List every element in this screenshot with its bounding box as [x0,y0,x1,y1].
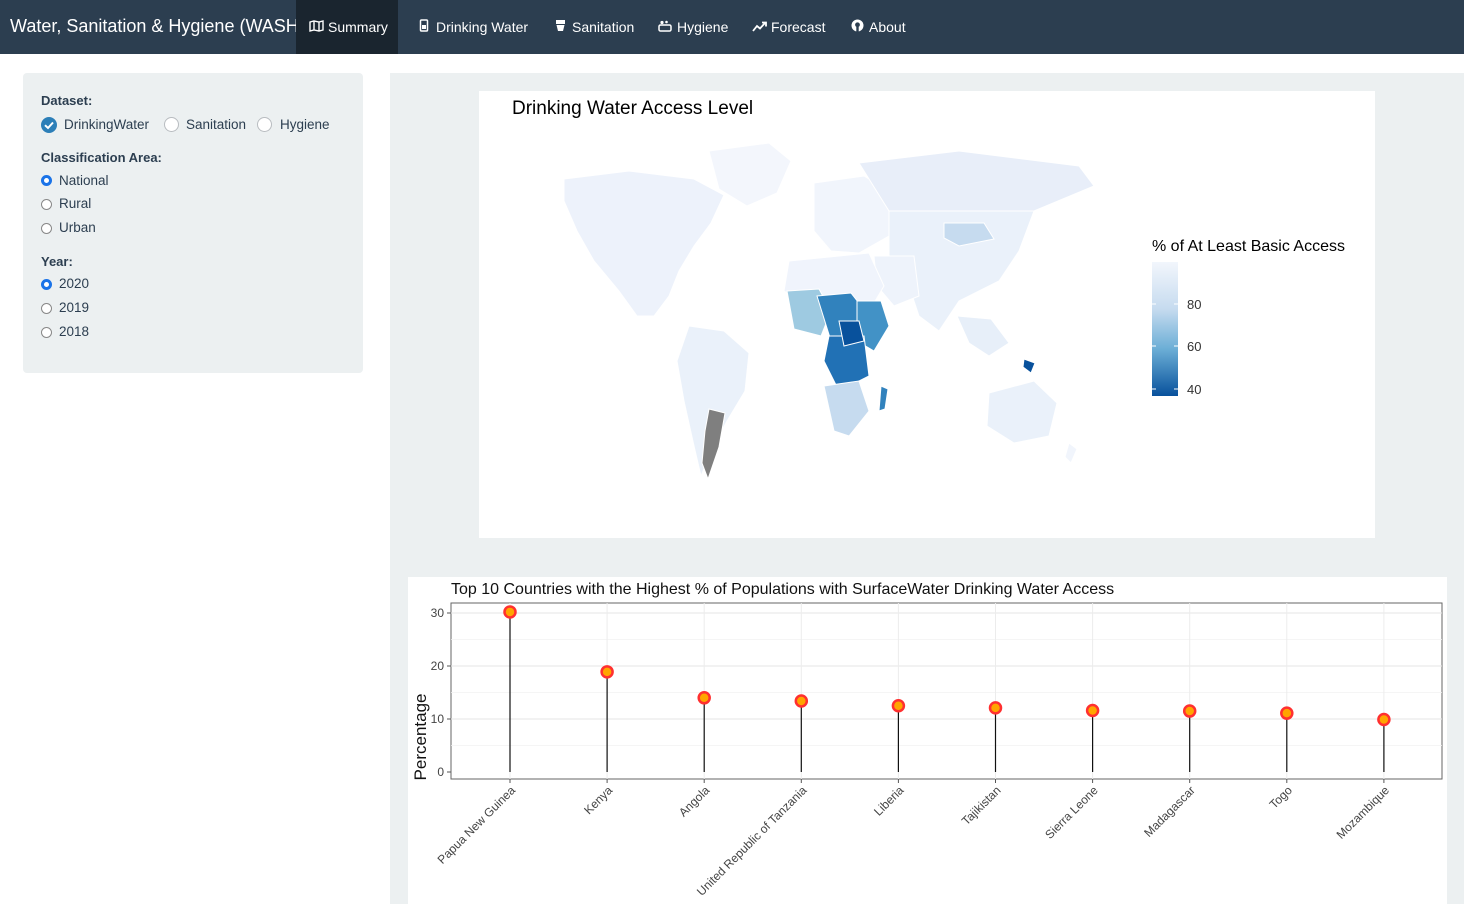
bottle-icon [416,1,432,55]
x-tick-label: Angola [676,783,713,820]
lollipop-chart: Top 10 Countries with the Highest % of P… [411,581,1443,899]
soap-icon [657,1,673,55]
map-region-russia [858,150,1095,217]
area-urban-radio[interactable] [41,223,52,234]
x-tick-label: Papua New Guinea [435,783,519,867]
map-region-mongolia [943,222,995,247]
year-option-2018[interactable]: 2018 [59,324,90,339]
classification-area-label: Classification Area: [41,150,162,165]
access-map-panel: Drinking Water Access Level % of At L [479,91,1375,538]
tab-forecast[interactable]: Forecast [739,0,837,54]
tab-drinking-water-label: Drinking Water [436,19,529,35]
legend-tick-80: 80 [1187,297,1201,312]
map-region-greenland [708,142,792,207]
dataset-hygiene-check[interactable] [257,117,272,132]
map-region-southern-africa [823,380,870,437]
x-tick-label: Mozambique [1334,783,1393,842]
y-tick-label: 10 [431,712,445,726]
map-region-horn-tanzania [838,320,865,347]
dataset-option-drinkingwater[interactable]: DrinkingWater [64,117,150,132]
legend-tick-40: 40 [1187,382,1201,397]
y-tick-label: 0 [437,765,444,779]
tab-sanitation[interactable]: Sanitation [540,0,646,54]
legend-colorbar [1152,262,1178,396]
year-option-2019[interactable]: 2019 [59,300,90,315]
dataset-drinkingwater-check[interactable] [41,117,57,133]
plot-area [450,602,1443,780]
year-2018-radio[interactable] [41,327,52,338]
app-title: Water, Sanitation & Hygiene (WASH) [10,16,305,36]
lollipop-point [891,699,906,713]
lollipop-point [697,691,711,705]
x-tick-label: Togo [1267,783,1296,812]
dataset-label: Dataset: [41,93,93,108]
area-option-national[interactable]: National [59,173,109,188]
map-region-southeast-asia [956,315,1010,357]
lollipop-point [1280,706,1294,720]
dataset-sanitation-check[interactable] [164,117,179,132]
dataset-option-hygiene[interactable]: Hygiene [280,117,330,132]
map-region-north-america [563,170,725,317]
tab-hygiene[interactable]: Hygiene [645,0,740,54]
chart-title: Top 10 Countries with the Highest % of P… [451,581,1114,598]
x-tick-label: Liberia [871,783,907,819]
tab-drinking-water[interactable]: Drinking Water [404,0,540,54]
world-map: Drinking Water Access Level % of At L [512,98,1345,481]
lollipop-point [794,694,809,708]
map-region-madagascar [878,385,889,412]
lollipop-point [1377,712,1391,727]
area-national-radio[interactable] [41,175,52,186]
map-region-png [1022,358,1036,374]
map-landmasses [563,142,1095,481]
map-region-australia [986,380,1058,444]
x-tick-label: Sierra Leone [1042,783,1101,842]
year-option-2020[interactable]: 2020 [59,276,90,291]
x-tick-label: Madagascar [1141,783,1198,840]
year-2019-radio[interactable] [41,303,52,314]
chart-marks [503,605,1391,772]
tab-summary-label: Summary [328,19,388,35]
tab-hygiene-label: Hygiene [677,19,729,35]
navbar: Water, Sanitation & Hygiene (WASH) Summa… [0,0,1464,54]
map-region-new-zealand [1064,442,1078,464]
lollipop-point [1182,704,1197,718]
year-label: Year: [41,254,73,269]
map-region-patagonia [701,408,726,481]
area-option-rural[interactable]: Rural [59,196,92,211]
lollipop-point [503,605,517,619]
tab-about-label: About [869,19,906,35]
map-icon [308,1,324,55]
area-rural-radio[interactable] [41,199,52,210]
y-tick-label: 20 [431,659,445,673]
sidebar-panel: Dataset: DrinkingWater Sanitation Hygien… [23,73,363,373]
lollipop-chart-panel: Top 10 Countries with the Highest % of P… [408,577,1447,904]
x-tick-label: Tajikistan [959,783,1004,828]
github-icon [849,1,865,55]
tab-about[interactable]: About [837,0,918,54]
map-title: Drinking Water Access Level [512,98,753,119]
legend-title: % of At Least Basic Access [1152,238,1345,255]
lollipop-point [1085,703,1100,718]
lollipop-point [988,701,1003,715]
tab-summary[interactable]: Summary [296,0,398,54]
legend-tick-60: 60 [1187,339,1201,354]
area-option-urban[interactable]: Urban [59,220,96,235]
tab-sanitation-label: Sanitation [572,19,635,35]
year-2020-radio[interactable] [41,279,52,290]
toilet-icon [552,1,568,55]
lollipop-point [600,665,614,679]
x-tick-label: Kenya [581,783,615,817]
x-tick-label: United Republic of Tanzania [694,783,810,899]
y-axis-label: Percentage [411,694,430,781]
dataset-option-sanitation[interactable]: Sanitation [186,117,247,132]
trend-up-icon [751,1,767,55]
tab-forecast-label: Forecast [771,19,826,35]
y-tick-label: 30 [431,606,445,620]
y-axis-ticks: 0 10 20 30 [431,606,451,779]
